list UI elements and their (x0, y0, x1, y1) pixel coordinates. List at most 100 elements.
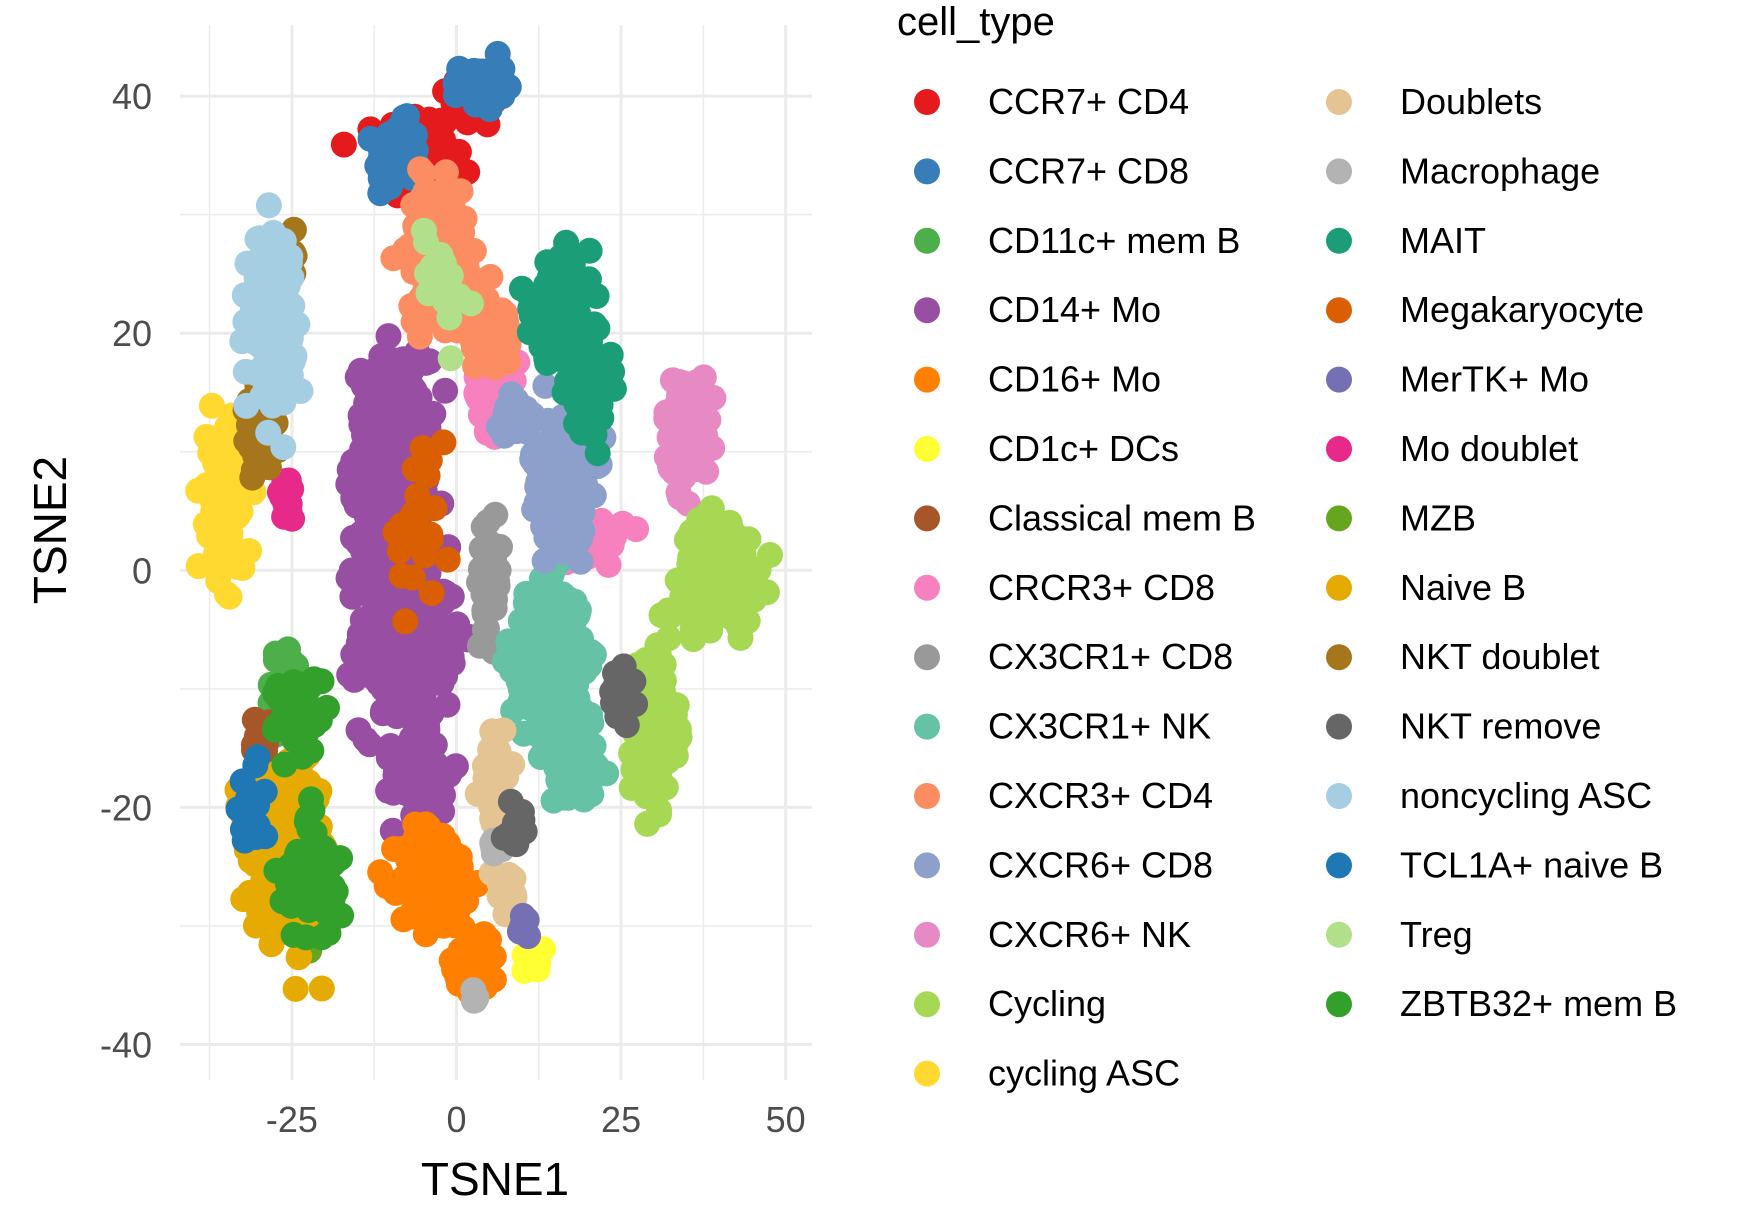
scatter-point (442, 70, 469, 97)
series-cxcr6-cd8 (485, 372, 617, 575)
legend-marker (914, 713, 940, 740)
legend-item: Megakaryocyte (1326, 289, 1644, 330)
scatter-point (266, 263, 292, 289)
legend-label: Treg (1400, 914, 1473, 955)
scatter-point (509, 912, 536, 939)
scatter-point (344, 364, 371, 391)
scatter-point (552, 729, 579, 756)
legend-label: Macrophage (1400, 150, 1600, 191)
scatter-point (368, 491, 395, 518)
legend-label: Naive B (1400, 567, 1526, 608)
scatter-point (575, 411, 601, 438)
legend-marker (1326, 436, 1352, 462)
scatter-point (230, 886, 257, 913)
y-tick-label: 20 (112, 313, 152, 354)
scatter-point (457, 922, 484, 949)
scatter-point (470, 514, 497, 540)
legend-item: noncycling ASC (1326, 775, 1652, 816)
x-axis-title: TSNE1 (421, 1153, 569, 1205)
scatter-point (434, 546, 461, 573)
scatter-point (437, 345, 464, 372)
series-tcl1a-naive-b (225, 744, 279, 854)
scatter-point (296, 695, 322, 722)
scatter-point (376, 654, 403, 681)
legend-label: CCR7+ CD8 (988, 150, 1189, 191)
legend-item: cycling ASC (914, 1053, 1180, 1094)
legend-item: Mo doublet (1326, 428, 1578, 469)
legend-item: Doublets (1326, 81, 1542, 122)
scatter-point (430, 429, 457, 456)
scatter-point (255, 419, 282, 446)
scatter-point (472, 561, 499, 588)
scatter-point (494, 405, 520, 432)
legend-item: TCL1A+ naive B (1326, 844, 1663, 885)
scatter-point (485, 738, 512, 765)
scatter-point (518, 288, 545, 315)
scatter-point (463, 382, 490, 408)
scatter-point (644, 632, 671, 659)
scatter-point (644, 699, 671, 726)
scatter-point (490, 717, 517, 744)
scatter-point (532, 648, 559, 675)
legend-label: Cycling (988, 983, 1106, 1024)
scatter-point (427, 622, 454, 649)
scatter-point (281, 343, 308, 370)
legend-marker (914, 89, 940, 115)
scatter-point (308, 975, 335, 1002)
scatter-point (429, 822, 456, 849)
scatter-point (398, 903, 425, 930)
legend: CCR7+ CD4 CCR7+ CD8 CD11c+ mem B CD14+ Mo CD… (914, 81, 1677, 1094)
legend-label: CX3CR1+ CD8 (988, 636, 1233, 677)
scatter-point (570, 786, 597, 813)
legend-label: NKT doublet (1400, 636, 1599, 677)
legend-marker (914, 227, 940, 254)
scatter-point (536, 302, 563, 329)
scatter-point (400, 672, 427, 699)
legend-marker (1326, 505, 1352, 532)
y-tick-label: 40 (112, 76, 152, 117)
scatter-point (417, 521, 444, 548)
legend-marker (1326, 574, 1352, 601)
legend-marker (1326, 644, 1352, 671)
y-tick-label: 0 (132, 550, 152, 591)
legend-marker (1326, 852, 1352, 879)
legend-label: CXCR6+ NK (988, 914, 1191, 955)
scatter-point (238, 320, 265, 347)
scatter-point (409, 435, 436, 462)
legend-label: Megakaryocyte (1400, 289, 1644, 330)
scatter-point (395, 245, 422, 272)
scatter-point (294, 864, 321, 891)
scatter-point (491, 757, 518, 784)
scatter-point (566, 310, 593, 337)
legend-item: ZBTB32+ mem B (1326, 983, 1677, 1024)
scatter-point (641, 680, 668, 707)
series-cx3cr1-cd8 (466, 501, 513, 665)
legend-item: Naive B (1326, 567, 1526, 608)
legend-label: noncycling ASC (1400, 775, 1652, 816)
legend-item: MZB (1326, 497, 1476, 538)
scatter-point (282, 975, 309, 1002)
scatter-point (380, 460, 407, 487)
scatter-point (278, 648, 305, 675)
scatter-point (544, 684, 571, 711)
scatter-point (262, 319, 289, 346)
scatter-point (540, 259, 567, 286)
scatter-point (255, 192, 282, 219)
scatter-point (412, 921, 439, 948)
legend-label: CD14+ Mo (988, 289, 1161, 330)
legend-item: Macrophage (1326, 150, 1600, 191)
scatter-point (292, 924, 319, 951)
scatter-point (447, 948, 474, 975)
legend-marker (914, 574, 940, 601)
legend-label: Doublets (1400, 81, 1542, 122)
scatter-point (375, 869, 402, 895)
scatter-point (303, 829, 330, 856)
scatter-point (364, 433, 391, 460)
y-axis-title: TSNE2 (24, 456, 76, 604)
legend-item: CD16+ Mo (914, 359, 1161, 400)
scatter-point (259, 360, 286, 387)
legend-marker (914, 991, 940, 1018)
legend-item: CD1c+ DCs (914, 428, 1179, 469)
scatter-point (573, 390, 600, 417)
